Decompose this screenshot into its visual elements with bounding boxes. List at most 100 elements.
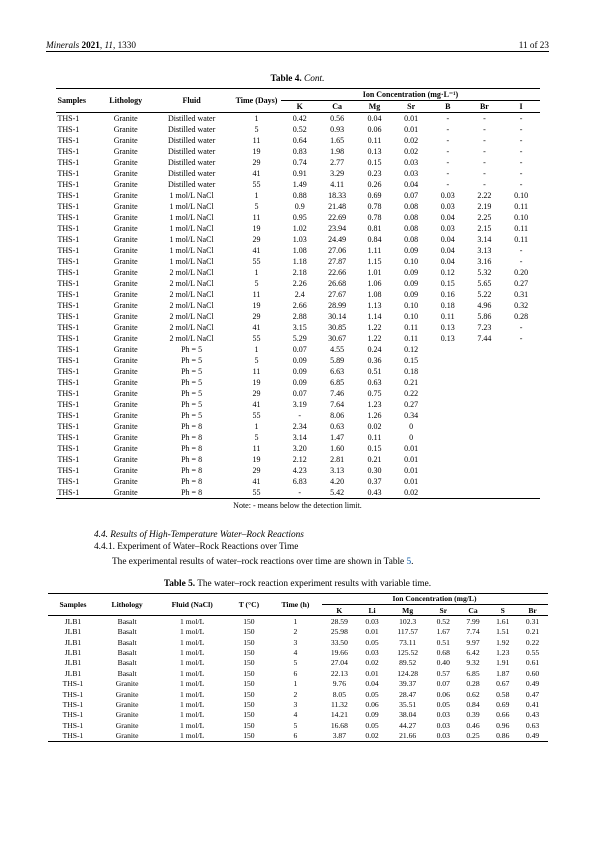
cell: 1 mol/L: [156, 720, 229, 730]
cell: -: [503, 157, 540, 168]
table-row: JLB1Basalt1 mol/L150419.660.03125.520.68…: [48, 647, 548, 657]
cell: 0.46: [458, 720, 488, 730]
cell: THS-1: [56, 465, 100, 476]
table-row: THS-1GraniteDistilled water50.520.930.06…: [56, 124, 540, 135]
cell: Granite: [100, 212, 152, 223]
cell: [466, 465, 503, 476]
cell: Granite: [100, 245, 152, 256]
cell: 0.86: [488, 730, 518, 741]
cell: 1 mol/L: [156, 679, 229, 689]
cell: 1.18: [281, 256, 318, 267]
cell: 9.76: [322, 679, 358, 689]
table-row: THS-1Granite1 mol/L150414.210.0938.040.0…: [48, 710, 548, 720]
t5-Mg: Mg: [387, 604, 428, 615]
cell: 0.01: [393, 465, 430, 476]
cell: 0.09: [281, 377, 318, 388]
cell: 1 mol/L: [156, 627, 229, 637]
cell: 7.99: [458, 616, 488, 627]
cell: 27.87: [318, 256, 356, 267]
cell: JLB1: [48, 668, 99, 678]
cell: Granite: [98, 710, 155, 720]
cell: 0.63: [518, 720, 548, 730]
cell: JLB1: [48, 647, 99, 657]
cell: 21.66: [387, 730, 428, 741]
cell: THS-1: [56, 421, 100, 432]
cell: -: [503, 256, 540, 267]
cell: Ph = 5: [152, 399, 232, 410]
cell: [466, 388, 503, 399]
cell: 0.43: [356, 487, 393, 499]
cell: THS-1: [56, 124, 100, 135]
cell: 2.22: [466, 190, 503, 201]
cell: JLB1: [48, 637, 99, 647]
cell: 1.08: [281, 245, 318, 256]
cell: 0.18: [429, 300, 466, 311]
cell: 0.13: [429, 322, 466, 333]
table4-caption: Table 4. Cont.: [46, 74, 549, 84]
cell: 0.08: [393, 234, 430, 245]
cell: 2 mol/L NaCl: [152, 278, 232, 289]
cell: 0.04: [429, 256, 466, 267]
cell: THS-1: [56, 388, 100, 399]
cell: 1.23: [488, 647, 518, 657]
cell: 0.24: [356, 344, 393, 355]
cell: 2 mol/L NaCl: [152, 333, 232, 344]
cell: [429, 421, 466, 432]
cell: 0.02: [357, 730, 387, 741]
cell: 3.19: [281, 399, 318, 410]
cell: 0.01: [393, 476, 430, 487]
cell: -: [466, 179, 503, 190]
cell: 150: [229, 637, 270, 647]
cell: 0.03: [393, 157, 430, 168]
table-row: THS-1GranitePh = 8416.834.200.370.01: [56, 476, 540, 487]
cell: -: [466, 113, 503, 125]
th-Mg: Mg: [356, 101, 393, 113]
cell: 29: [232, 465, 282, 476]
cell: THS-1: [56, 245, 100, 256]
cell: 124.28: [387, 668, 428, 678]
cell: Basalt: [98, 637, 155, 647]
cell: 2.18: [281, 267, 318, 278]
cell: 0.32: [503, 300, 540, 311]
cell: Granite: [100, 190, 152, 201]
cell: -: [503, 168, 540, 179]
cell: 1 mol/L: [156, 668, 229, 678]
cell: 0.84: [356, 234, 393, 245]
cell: THS-1: [56, 135, 100, 146]
cell: 6.42: [458, 647, 488, 657]
cell: 0.31: [518, 616, 548, 627]
cell: Granite: [100, 289, 152, 300]
cell: 1: [269, 616, 321, 627]
table-row: THS-1GranitePh = 853.141.470.110: [56, 432, 540, 443]
cell: 1.01: [356, 267, 393, 278]
cell: [466, 377, 503, 388]
cell: [466, 344, 503, 355]
table4-note: Note: - means below the detection limit.: [46, 501, 549, 510]
cell: 6.85: [318, 377, 356, 388]
cell: 16.68: [322, 720, 358, 730]
cell: 41: [232, 399, 282, 410]
cell: 150: [229, 720, 270, 730]
cell: 0.10: [393, 300, 430, 311]
cell: 2 mol/L NaCl: [152, 300, 232, 311]
cell: 0.04: [429, 234, 466, 245]
cell: 1.87: [488, 668, 518, 678]
table-row: JLB1Basalt1 mol/L150225.980.01117.571.67…: [48, 627, 548, 637]
cell: THS-1: [56, 267, 100, 278]
cell: [429, 443, 466, 454]
cell: JLB1: [48, 616, 99, 627]
cell: 9.97: [458, 637, 488, 647]
cell: 5: [232, 124, 282, 135]
cell: 3.15: [281, 322, 318, 333]
cell: 1 mol/L NaCl: [152, 201, 232, 212]
cell: Granite: [100, 333, 152, 344]
cell: 7.64: [318, 399, 356, 410]
cell: [429, 476, 466, 487]
cell: 117.57: [387, 627, 428, 637]
section-heading: 4.4. Results of High-Temperature Water–R…: [94, 530, 549, 540]
cell: 0.05: [357, 689, 387, 699]
cell: [503, 443, 540, 454]
cell: 0.15: [393, 355, 430, 366]
cell: 0.63: [356, 377, 393, 388]
table-row: THS-1Granite2 mol/L NaCl12.1822.661.010.…: [56, 267, 540, 278]
